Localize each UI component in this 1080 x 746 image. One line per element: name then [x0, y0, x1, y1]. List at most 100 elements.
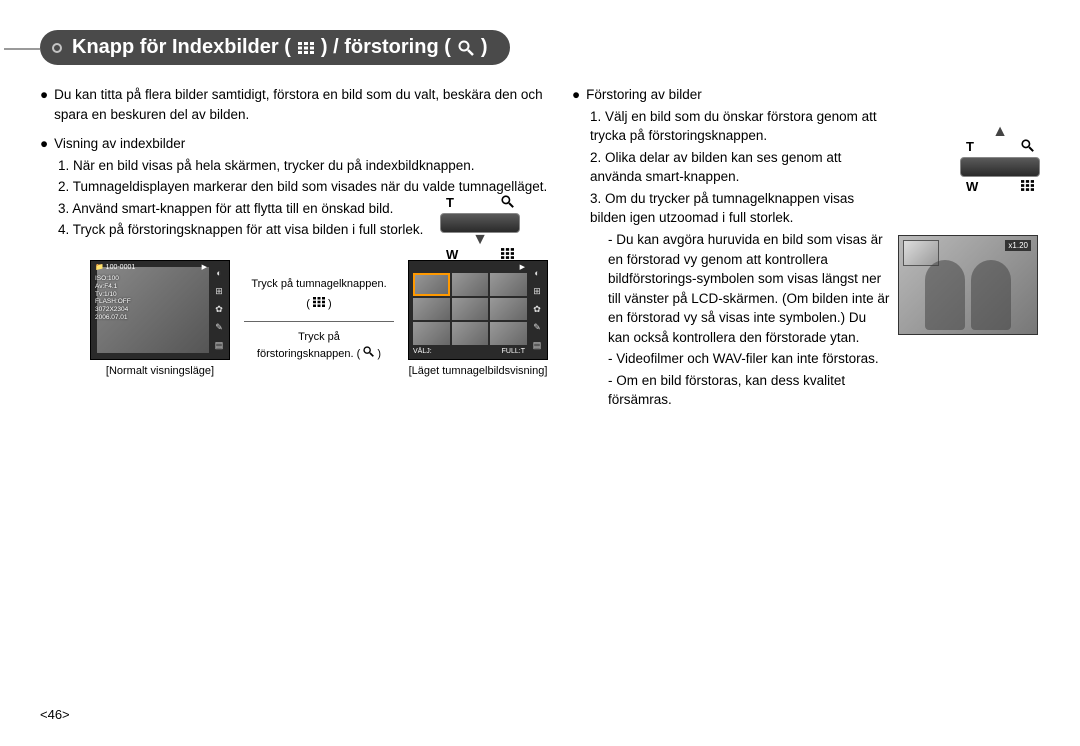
play-icon: ▶	[202, 263, 207, 273]
right-note-1-text: Du kan avgöra huruvida en bild som visas…	[608, 232, 889, 345]
page-title-bar: Knapp för Indexbilder ( ) / förstoring (…	[40, 30, 510, 65]
sidebar-icon: ✿	[533, 303, 541, 316]
grid-icon	[297, 41, 315, 55]
title-middle: ) / förstoring (	[321, 36, 451, 59]
grid-icon	[501, 247, 514, 262]
mid-line3-end: )	[377, 348, 381, 360]
info-iso: ISO:100	[95, 275, 131, 283]
thumb-selected	[413, 273, 450, 296]
sidebar-icon: ▤	[533, 339, 542, 352]
right-step-1-text: Välj en bild som du önskar förstora geno…	[590, 109, 877, 144]
thumb	[452, 273, 489, 296]
left-heading: ● Visning av indexbilder	[40, 134, 548, 154]
right-step-3-text: Om du trycker på tumnagelknappen visas b…	[590, 191, 854, 226]
lcd-thumb: ▶ VÄLJ: FULL:T ◐ ⊞ ✿ ✎	[408, 260, 548, 360]
right-note-3: - Om en bild förstoras, kan dess kvalite…	[608, 371, 890, 410]
sidebar-icon: ✿	[215, 303, 223, 316]
grid-icon	[313, 297, 325, 307]
right-heading: ● Förstoring av bilder	[572, 85, 890, 105]
grid-icon	[1021, 179, 1034, 194]
mid-line2: Tryck på	[244, 330, 394, 346]
person-silhouette	[971, 260, 1011, 330]
enlarged-photo: x1.20	[898, 235, 1038, 335]
left-step-4-text: Tryck på förstoringsknappen för att visa…	[73, 222, 424, 237]
lcd-sidebar: ◐ ⊞ ✿ ✎ ▤	[529, 265, 545, 355]
lcd-normal: 📁 100-0001 ▶ ISO:100 Av:F4.1 Tv:1/10 FLA…	[90, 260, 230, 360]
mid-line3-text: förstoringsknappen. (	[257, 348, 360, 360]
zoom-control-right: ▲ T W	[960, 125, 1040, 194]
sidebar-icon: ◐	[534, 267, 539, 280]
page-number: <46>	[40, 707, 70, 722]
figure-row: 📁 100-0001 ▶ ISO:100 Av:F4.1 Tv:1/10 FLA…	[90, 260, 548, 380]
page-title: Knapp för Indexbilder ( ) / förstoring (…	[72, 36, 488, 59]
magnify-icon	[501, 195, 514, 211]
title-prefix: Knapp för Indexbilder (	[72, 36, 291, 59]
bullet-icon: ●	[40, 134, 48, 154]
figure-thumb: ▶ VÄLJ: FULL:T ◐ ⊞ ✿ ✎	[408, 260, 548, 380]
zoom-t-label: T	[966, 139, 974, 155]
zoom-control-left: T ▼ W	[440, 195, 520, 262]
info-date: 2006.07.01	[95, 314, 131, 322]
right-step-1: 1. Välj en bild som du önskar förstora g…	[590, 107, 890, 146]
sidebar-icon: ◐	[216, 267, 221, 280]
bullet-icon: ●	[40, 85, 48, 124]
title-suffix: )	[481, 36, 488, 59]
left-heading-text: Visning av indexbilder	[54, 134, 185, 154]
info-flash: FLASH:OFF	[95, 298, 131, 306]
photo-people	[899, 236, 1037, 334]
mid-line3: förstoringsknappen. ( )	[244, 346, 394, 363]
arrow-down-icon: ▼	[440, 235, 520, 245]
lcd-thumb-bottom: VÄLJ: FULL:T	[413, 347, 525, 357]
left-step-2: 2. Tumnageldisplayen markerar den bild s…	[58, 177, 548, 197]
select-label: VÄLJ:	[413, 347, 432, 357]
zoom-w-label: W	[446, 247, 458, 262]
figure-mid: Tryck på tumnagelknappen. ( ) Tryck på f…	[244, 277, 394, 363]
zoom-bar	[440, 213, 520, 233]
lcd-sidebar: ◐ ⊞ ✿ ✎ ▤	[211, 265, 227, 355]
sidebar-icon: ✎	[215, 321, 223, 334]
content-columns: ● Du kan titta på flera bilder samtidigt…	[40, 83, 1040, 410]
folder-icon: 📁 100-0001	[95, 263, 135, 273]
bullet-icon: ●	[572, 85, 580, 105]
sidebar-icon: ▤	[215, 339, 224, 352]
left-step-1: 1. När en bild visas på hela skärmen, tr…	[58, 156, 548, 176]
zoom-t-label: T	[446, 195, 454, 211]
right-step-2: 2. Olika delar av bilden kan ses genom a…	[590, 148, 890, 187]
left-step-2-text: Tumnageldisplayen markerar den bild som …	[73, 179, 548, 194]
zoom-bar	[960, 157, 1040, 177]
right-step-3: 3. Om du trycker på tumnagelknappen visa…	[590, 189, 890, 228]
caption-normal: [Normalt visningsläge]	[90, 364, 230, 380]
folder-label: 100-0001	[106, 264, 136, 271]
info-av: Av:F4.1	[95, 283, 131, 291]
right-note-3-text: Om en bild förstoras, kan dess kvalitet …	[608, 373, 845, 408]
thumb	[413, 298, 450, 321]
lcd-top-bar: 📁 100-0001 ▶	[95, 263, 207, 273]
thumb	[413, 322, 450, 345]
title-bullet	[52, 43, 62, 53]
lcd-thumb-top: ▶	[413, 263, 525, 273]
thumb	[452, 298, 489, 321]
thumb	[490, 298, 527, 321]
intro-text: Du kan titta på flera bilder samtidigt, …	[54, 85, 548, 124]
thumb	[490, 273, 527, 296]
play-icon: ▶	[520, 263, 525, 273]
intro-paragraph: ● Du kan titta på flera bilder samtidigt…	[40, 85, 548, 124]
sidebar-icon: ✎	[533, 321, 541, 334]
figure-normal: 📁 100-0001 ▶ ISO:100 Av:F4.1 Tv:1/10 FLA…	[90, 260, 230, 380]
magnify-icon	[1021, 139, 1034, 155]
caption-thumb: [Läget tumnagelbildsvisning]	[408, 364, 548, 380]
sidebar-icon: ⊞	[215, 285, 223, 298]
thumb	[490, 322, 527, 345]
left-step-1-text: När en bild visas på hela skärmen, tryck…	[73, 158, 474, 173]
right-note-2-text: Videofilmer och WAV-filer kan inte först…	[616, 351, 878, 366]
magnify-icon	[457, 41, 475, 55]
lcd-info: ISO:100 Av:F4.1 Tv:1/10 FLASH:OFF 3072X2…	[95, 275, 131, 322]
person-silhouette	[925, 260, 965, 330]
left-step-3-text: Använd smart-knappen för att flytta till…	[72, 201, 393, 216]
zoom-w-label: W	[966, 179, 978, 194]
right-heading-text: Förstoring av bilder	[586, 85, 702, 105]
sidebar-icon: ⊞	[533, 285, 541, 298]
right-note-1: - Du kan avgöra huruvida en bild som vis…	[608, 230, 890, 347]
info-res: 3072X2304	[95, 306, 131, 314]
mid-paren1: ( )	[244, 297, 394, 313]
